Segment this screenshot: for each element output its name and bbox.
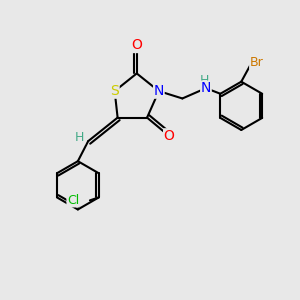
Text: S: S xyxy=(110,84,119,98)
Text: Br: Br xyxy=(250,56,263,69)
Text: O: O xyxy=(131,38,142,52)
Text: H: H xyxy=(75,131,85,144)
Text: H: H xyxy=(200,74,209,87)
Text: Cl: Cl xyxy=(67,194,79,207)
Text: N: N xyxy=(154,84,164,98)
Text: N: N xyxy=(201,81,211,95)
Text: O: O xyxy=(164,129,175,143)
